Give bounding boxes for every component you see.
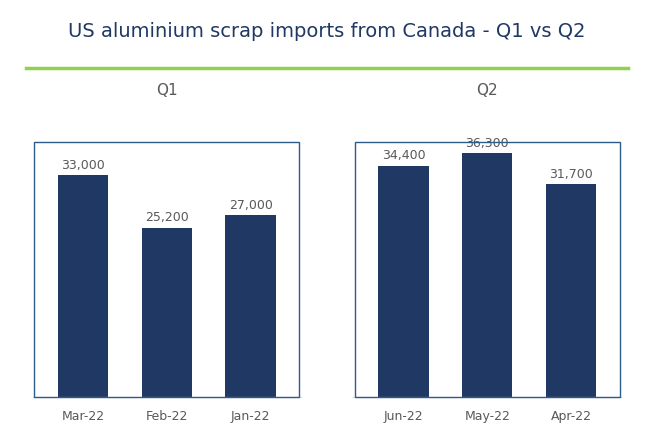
Text: US aluminium scrap imports from Canada - Q1 vs Q2: US aluminium scrap imports from Canada -… — [68, 22, 586, 41]
Text: Q2: Q2 — [476, 83, 498, 98]
Text: 33,000: 33,000 — [61, 159, 105, 172]
Bar — [378, 166, 428, 397]
Text: Q1: Q1 — [156, 83, 178, 98]
Bar — [546, 184, 596, 397]
Text: 25,200: 25,200 — [145, 211, 188, 224]
Text: 36,300: 36,300 — [466, 137, 509, 149]
Bar — [142, 228, 192, 397]
Text: 27,000: 27,000 — [229, 199, 273, 212]
Bar — [58, 175, 108, 397]
Bar — [462, 153, 512, 397]
Bar — [226, 216, 276, 397]
Text: 34,400: 34,400 — [382, 149, 425, 162]
Text: 31,700: 31,700 — [549, 168, 593, 180]
